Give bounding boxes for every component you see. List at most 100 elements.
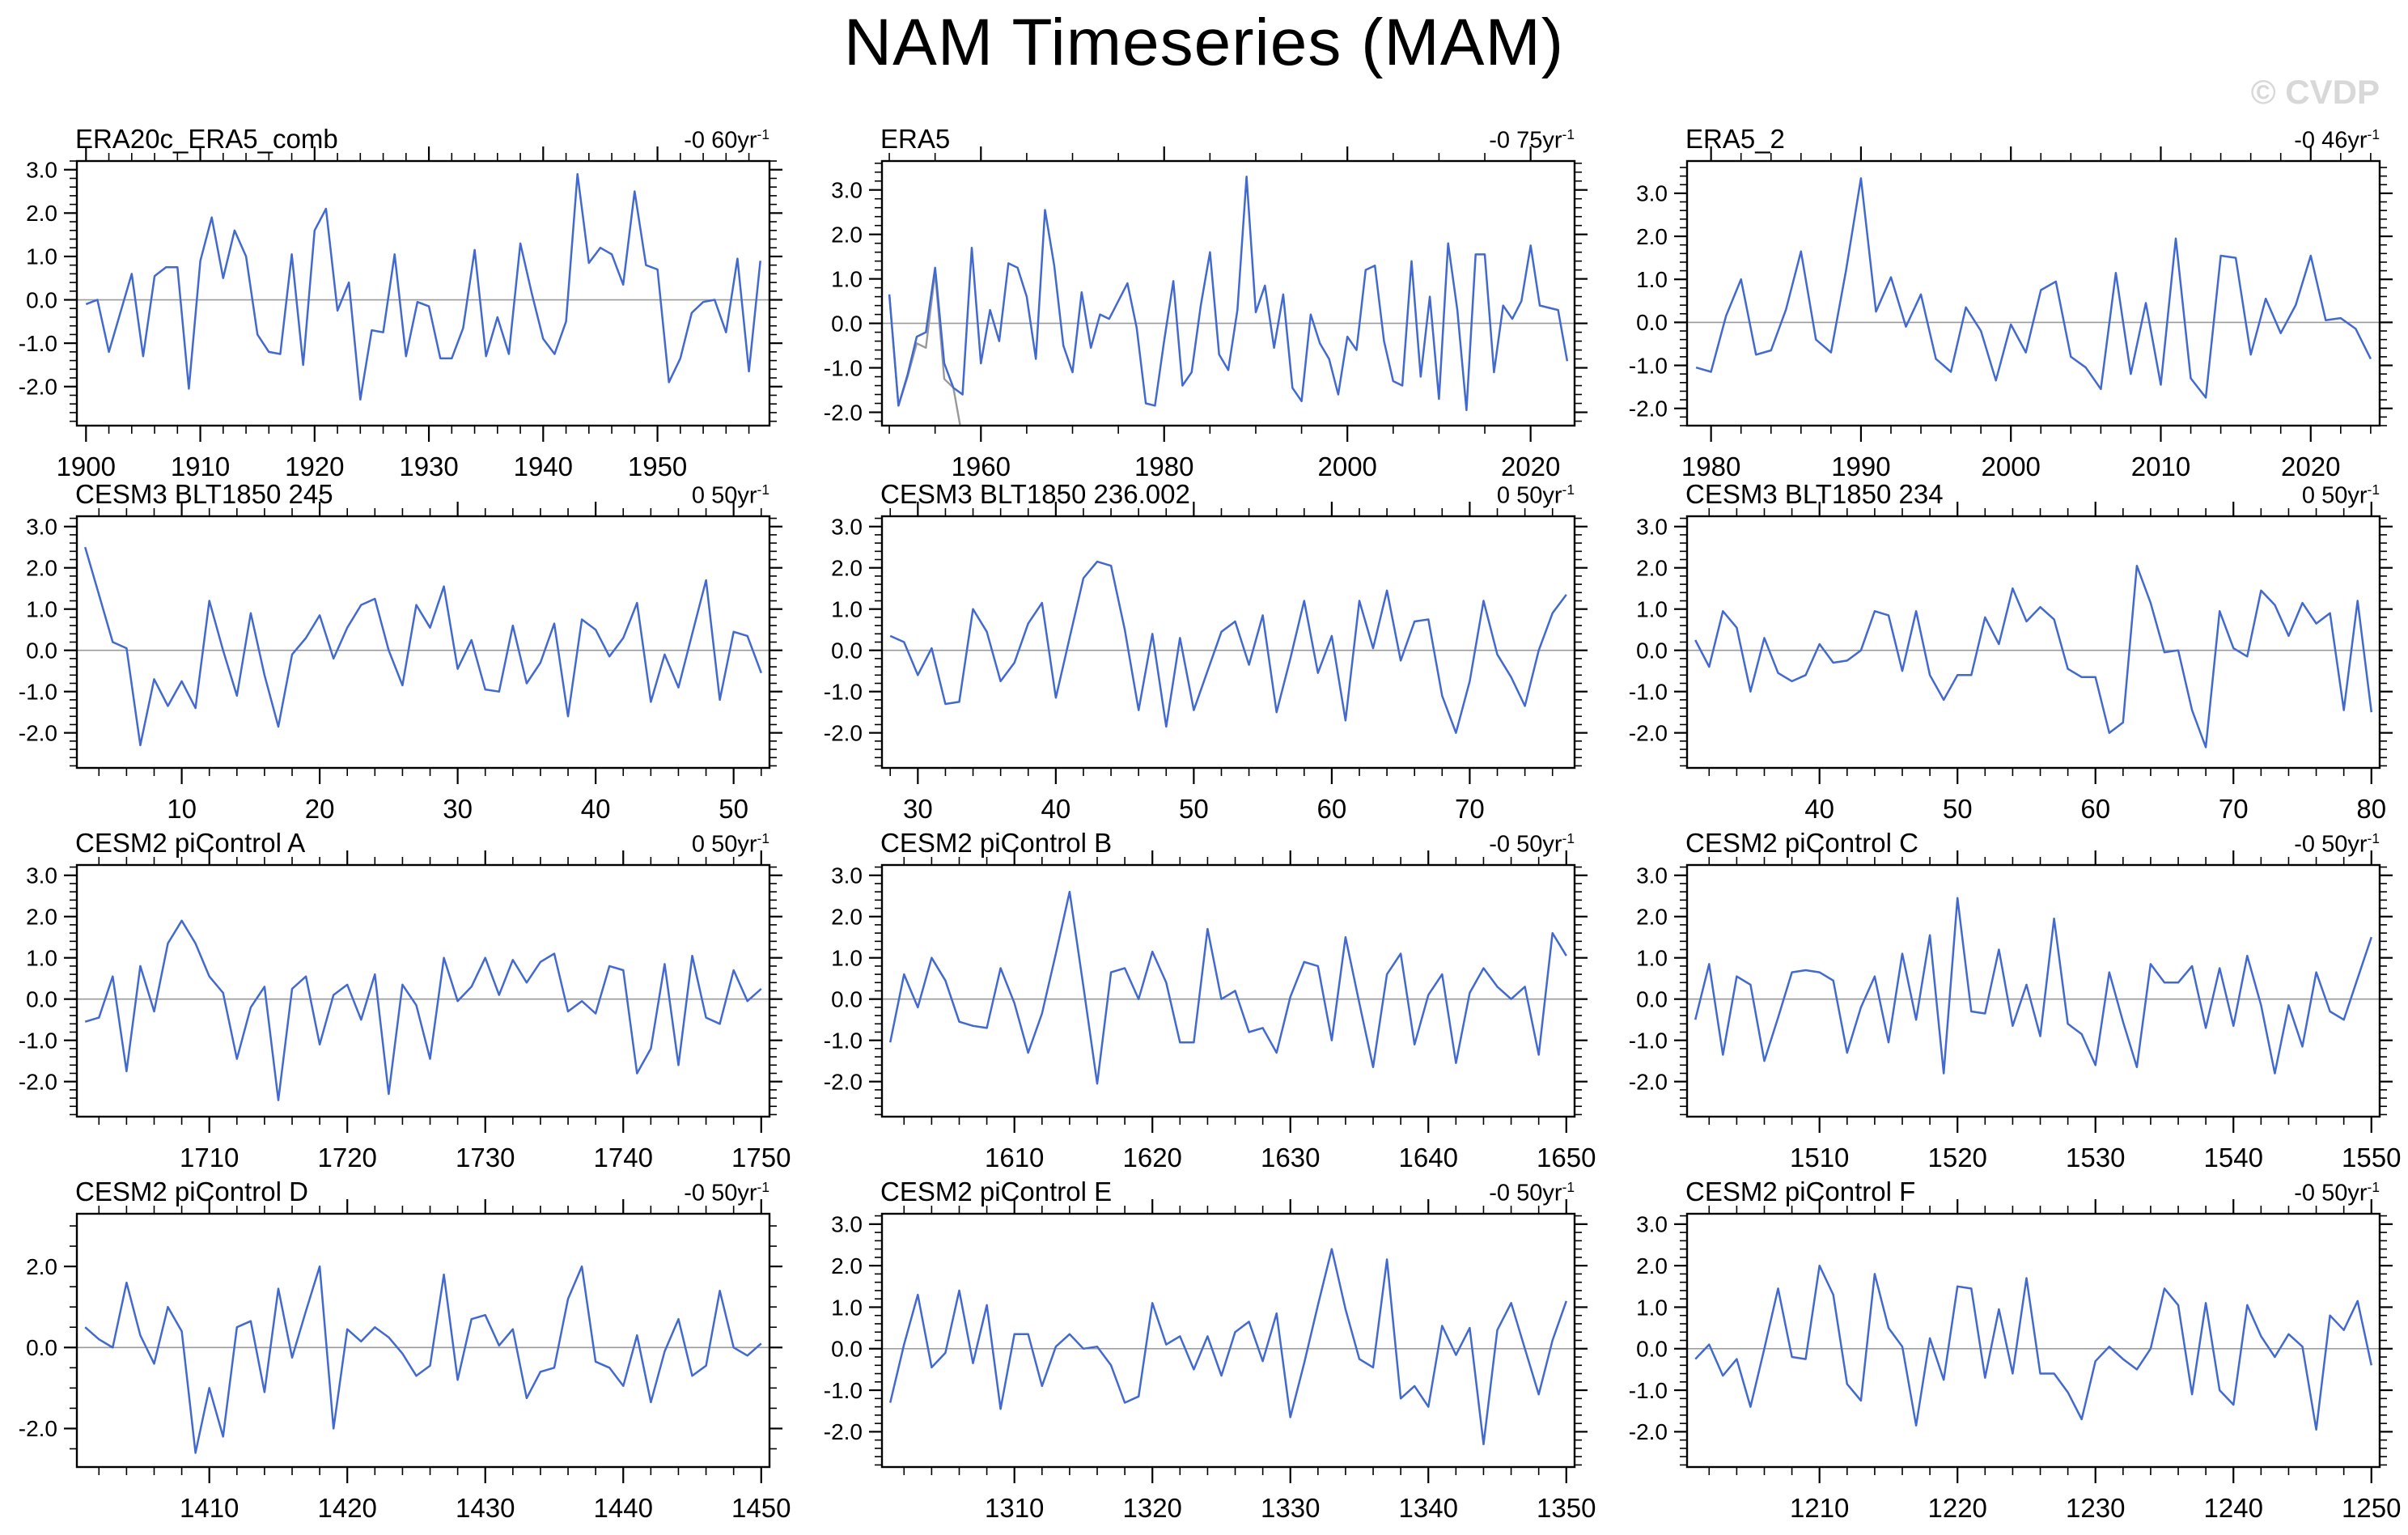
y-tick-label: -1.0 [1629, 1378, 1668, 1403]
plot-frame [75, 863, 771, 1118]
y-tick-label: 2.0 [831, 556, 863, 581]
x-tick-label: 1920 [285, 452, 344, 481]
data-line [888, 1248, 1567, 1446]
data-line [85, 172, 761, 401]
plot-frame [880, 515, 1576, 770]
data-line [888, 890, 1567, 1085]
y-tick-label: 2.0 [26, 556, 57, 581]
data-lines [83, 546, 762, 747]
y-tick-label: 2.0 [1636, 556, 1668, 581]
y-tick-label: -1.0 [824, 355, 863, 380]
x-tick-label: 1510 [1790, 1143, 1849, 1172]
y-tick-label: 2.0 [1636, 224, 1668, 249]
x-tick-label: 1330 [1261, 1493, 1320, 1523]
x-tick-label: 1620 [1123, 1143, 1182, 1172]
y-tick-label: -2.0 [824, 400, 863, 425]
y-tick-label: 0.0 [26, 986, 57, 1011]
plot-frame [75, 1212, 771, 1469]
x-tick-label: 10 [167, 794, 197, 824]
x-tick-label: 80 [2356, 794, 2386, 824]
x-tick-label: 1630 [1261, 1143, 1320, 1172]
timeseries-panel: 1310 1320 1330 1340 1350 3.0 2.0 1.0 0.0 -1.0 -2.0 [824, 1199, 1596, 1523]
x-tick-label: 30 [903, 794, 933, 824]
data-lines [84, 919, 762, 1101]
y-tick-label: 2.0 [26, 1254, 57, 1279]
x-tick-label: 1980 [1681, 452, 1740, 481]
x-tick-label: 1230 [2066, 1493, 2125, 1523]
y-tick-label: -1.0 [1629, 353, 1668, 378]
timeseries-panel: 40 50 60 70 80 3.0 2.0 1.0 0.0 -1.0 -2.0 [1629, 502, 2393, 824]
y-tick-label: 3.0 [831, 863, 863, 888]
plot-frame [880, 863, 1576, 1118]
y-tick-label: 3.0 [831, 515, 863, 540]
x-tick-label: 1930 [399, 452, 458, 481]
y-tick-label: -2.0 [1629, 396, 1668, 422]
x-tick-label: 1320 [1123, 1493, 1182, 1523]
x-tick-label: 2000 [1981, 452, 2040, 481]
timeseries-panel: 1710 1720 1730 1740 1750 3.0 2.0 1.0 0.0 -1.0 -2.0 [19, 850, 791, 1172]
overlay-line [888, 271, 961, 426]
data-lines [888, 175, 1569, 426]
y-tick-label: 0.0 [1636, 986, 1668, 1011]
y-tick-label: 2.0 [831, 1253, 863, 1278]
x-tick-label: 1550 [2342, 1143, 2401, 1172]
data-line [888, 175, 1569, 412]
x-tick-label: 1950 [628, 452, 687, 481]
data-lines [84, 1265, 762, 1454]
y-tick-label: 0.0 [831, 1337, 863, 1362]
y-tick-label: -1.0 [1629, 1028, 1668, 1053]
x-tick-label: 60 [1317, 794, 1347, 824]
timeseries-panel: 1410 1420 1430 1440 1450 2.0 0.0 -2.0 [19, 1199, 791, 1523]
y-tick-label: -2.0 [824, 720, 863, 745]
x-tick-label: 1750 [731, 1143, 791, 1172]
y-tick-label: 1.0 [831, 946, 863, 971]
y-tick-label: 2.0 [1636, 905, 1668, 930]
x-tick-label: 1440 [594, 1493, 653, 1523]
y-tick-label: -1.0 [824, 679, 863, 704]
x-tick-label: 1650 [1537, 1143, 1596, 1172]
x-tick-label: 50 [1179, 794, 1209, 824]
x-tick-label: 1900 [57, 452, 116, 481]
plot-frame [1685, 863, 2381, 1118]
y-tick-label: -2.0 [824, 1069, 863, 1094]
x-tick-label: 1430 [456, 1493, 515, 1523]
y-tick-label: 3.0 [1636, 1212, 1668, 1237]
data-lines [1694, 564, 2373, 748]
timeseries-panel: 1510 1520 1530 1540 1550 3.0 2.0 1.0 0.0 -1.0 -2.0 [1629, 850, 2401, 1172]
y-tick-label: 0.0 [1636, 1337, 1668, 1362]
data-line [84, 1265, 762, 1454]
y-tick-label: -2.0 [19, 1416, 57, 1441]
x-tick-label: 1350 [1537, 1493, 1596, 1523]
x-tick-label: 1450 [731, 1493, 791, 1523]
plot-frame [1685, 159, 2381, 427]
x-tick-label: 2010 [2131, 452, 2190, 481]
data-line [84, 919, 762, 1101]
y-tick-label: 3.0 [831, 1212, 863, 1237]
y-tick-label: 1.0 [1636, 1295, 1668, 1320]
x-tick-label: 1960 [952, 452, 1011, 481]
y-tick-label: 3.0 [1636, 181, 1668, 206]
cvdp-watermark: © CVDP [2250, 73, 2380, 111]
y-tick-label: -2.0 [824, 1419, 863, 1444]
x-tick-label: 1340 [1399, 1493, 1458, 1523]
y-tick-label: 0.0 [26, 1335, 57, 1360]
x-tick-label: 1530 [2066, 1143, 2125, 1172]
timeseries-panel: 1960 1980 2000 2020 3.0 2.0 1.0 0.0 -1.0 -2.0 [824, 146, 1588, 481]
y-tick-label: 1.0 [831, 266, 863, 291]
x-tick-label: 70 [1455, 794, 1485, 824]
data-lines [1695, 177, 2372, 399]
x-tick-label: 1250 [2342, 1493, 2401, 1523]
x-tick-label: 2020 [1501, 452, 1560, 481]
x-tick-label: 1410 [180, 1493, 239, 1523]
x-tick-label: 1990 [1831, 452, 1890, 481]
y-tick-label: -1.0 [19, 1028, 57, 1053]
page-title: NAM Timeseries (MAM) [843, 6, 1565, 79]
y-tick-label: 2.0 [26, 905, 57, 930]
y-tick-label: 3.0 [26, 158, 57, 183]
y-tick-label: 2.0 [831, 222, 863, 247]
x-tick-label: 1540 [2204, 1143, 2263, 1172]
x-tick-label: 2000 [1317, 452, 1376, 481]
data-lines [888, 1248, 1567, 1446]
y-tick-label: -1.0 [19, 679, 57, 704]
